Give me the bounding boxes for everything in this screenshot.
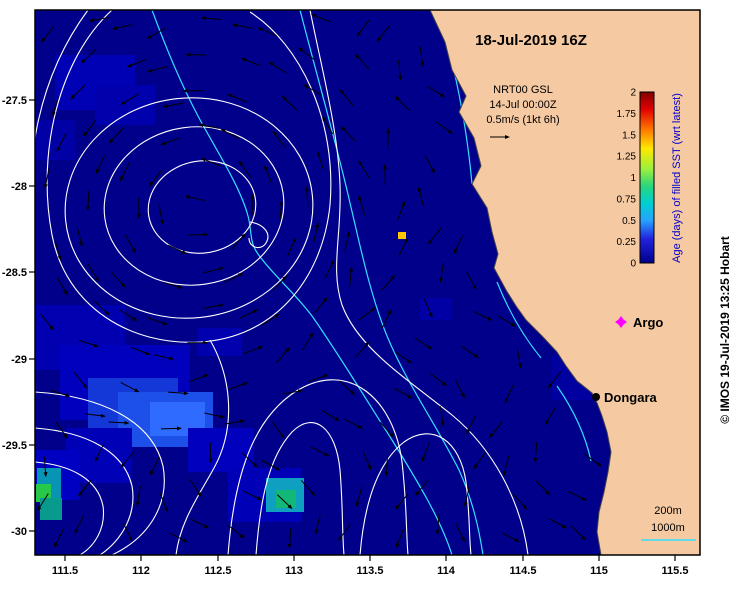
colorbar: 2 1.75 1.5 1.25 1 0.75 0.5 0.25 0 Age (d…	[617, 88, 683, 270]
y-tick-label: -30	[11, 526, 27, 538]
dongara-label: Dongara	[604, 390, 658, 405]
y-axis-ticks	[29, 99, 35, 532]
x-tick-label: 114	[437, 565, 456, 577]
x-tick-label: 115.5	[662, 565, 689, 577]
land-polygon	[429, 10, 700, 555]
depth-legend: 200m 1000m	[641, 505, 696, 541]
colorbar-tick: 1.25	[617, 152, 637, 163]
y-tick-label: -27.5	[2, 95, 27, 107]
plot-frame	[34, 9, 701, 556]
y-tick-label: -29	[11, 354, 27, 366]
dongara-marker: Dongara	[592, 390, 658, 405]
argo-marker: Argo	[615, 315, 663, 330]
colorbar-tick: 2	[630, 88, 636, 99]
colorbar-tick: 0.25	[617, 237, 637, 248]
argo-star-icon	[615, 316, 627, 328]
x-tick-label: 113	[285, 565, 303, 577]
colorbar-tick: 0.5	[622, 216, 636, 227]
colorbar-tick: 1.75	[617, 109, 637, 120]
dongara-dot-icon	[592, 393, 600, 401]
x-tick-label: 111.5	[52, 565, 78, 577]
x-tick-label: 112.5	[205, 565, 232, 577]
colorbar-tick: 1.5	[622, 130, 636, 141]
x-tick-label: 113.5	[357, 565, 384, 577]
colorbar-title: Age (days) of filled SST (wrt latest)	[671, 93, 683, 263]
attribution: © IMOS 19-Jul-2019 13:25 Hobart	[718, 236, 732, 424]
x-axis-ticks	[64, 555, 676, 561]
x-axis: 111.5 112 112.5 113 113.5 114 114.5 115 …	[52, 555, 689, 577]
y-axis: -27.5 -28 -28.5 -29 -29.5 -30	[2, 95, 35, 538]
x-tick-label: 112	[132, 565, 150, 577]
y-tick-label: -28.5	[2, 267, 27, 279]
info-box: NRT00 GSL 14-Jul 00:00Z 0.5m/s (1kt 6h)	[486, 84, 560, 139]
info-scale-label: 0.5m/s (1kt 6h)	[486, 114, 559, 126]
sst-age-patches	[35, 55, 596, 522]
depth-200m-label: 200m	[654, 505, 682, 517]
sea-level-contours	[35, 10, 529, 555]
colorbar-tick: 1	[630, 173, 636, 184]
info-run-label: NRT00 GSL	[493, 84, 553, 96]
colorbar-tick: 0.75	[617, 194, 637, 205]
depth-1000m-label: 1000m	[651, 522, 685, 534]
plot-area: 18-Jul-2019 16Z NRT00 GSL 14-Jul 00:00Z …	[35, 10, 700, 555]
info-date-label: 14-Jul 00:00Z	[489, 99, 557, 111]
x-tick-label: 115	[590, 565, 608, 577]
colorbar-gradient	[639, 91, 655, 264]
current-vectors	[37, 13, 602, 549]
map-title: 18-Jul-2019 16Z	[475, 32, 587, 49]
y-tick-label: -29.5	[2, 440, 27, 452]
x-tick-label: 114.5	[510, 565, 537, 577]
argo-label: Argo	[633, 315, 663, 330]
y-tick-label: -28	[11, 181, 27, 193]
colorbar-tick: 0	[630, 259, 636, 270]
